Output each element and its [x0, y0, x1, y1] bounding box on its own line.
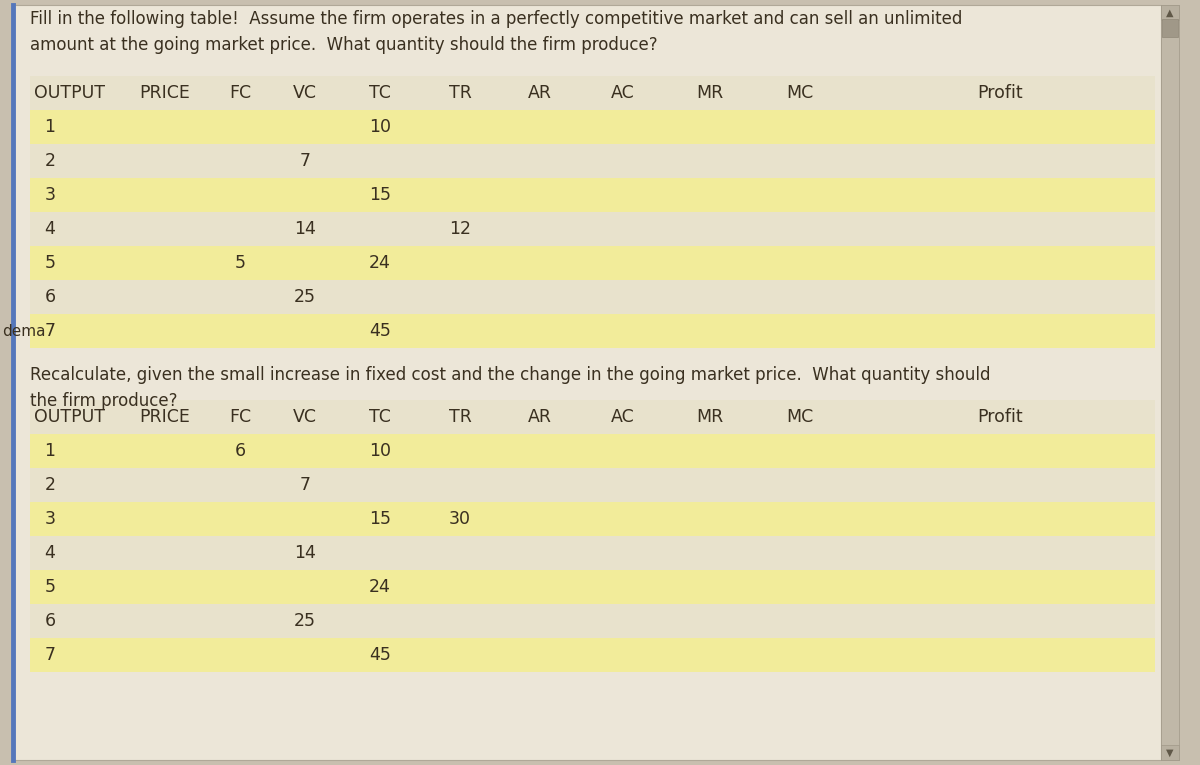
- Text: FC: FC: [229, 84, 251, 102]
- Text: OUTPUT: OUTPUT: [34, 84, 106, 102]
- Text: MR: MR: [696, 84, 724, 102]
- Text: AR: AR: [528, 408, 552, 426]
- Bar: [1162, 5, 1178, 20]
- Text: 24: 24: [370, 578, 391, 596]
- Bar: [30, 280, 1154, 314]
- Text: MR: MR: [696, 408, 724, 426]
- Text: 6: 6: [44, 288, 55, 306]
- Text: 5: 5: [44, 578, 55, 596]
- Text: FC: FC: [229, 408, 251, 426]
- Text: 5: 5: [234, 254, 246, 272]
- Text: 15: 15: [370, 510, 391, 528]
- Text: VC: VC: [293, 84, 317, 102]
- Text: 1: 1: [44, 118, 55, 136]
- Bar: [30, 434, 1154, 468]
- Text: OUTPUT: OUTPUT: [34, 408, 106, 426]
- Text: 24: 24: [370, 254, 391, 272]
- Bar: [30, 638, 1154, 672]
- Text: VC: VC: [293, 408, 317, 426]
- Bar: [30, 502, 1154, 536]
- Text: 25: 25: [294, 612, 316, 630]
- Bar: [30, 246, 1154, 280]
- Text: TR: TR: [449, 408, 472, 426]
- Text: 12: 12: [449, 220, 470, 238]
- Text: 4: 4: [44, 544, 55, 562]
- Bar: [1162, 5, 1178, 760]
- Text: 3: 3: [44, 510, 55, 528]
- Text: 45: 45: [370, 646, 391, 664]
- Text: 10: 10: [370, 442, 391, 460]
- Text: 30: 30: [449, 510, 470, 528]
- Text: 7: 7: [44, 646, 55, 664]
- Text: Fill in the following table!  Assume the firm operates in a perfectly competitiv: Fill in the following table! Assume the …: [30, 10, 962, 54]
- Bar: [1162, 19, 1178, 37]
- Bar: [30, 604, 1154, 638]
- Bar: [30, 400, 1154, 434]
- Text: 2: 2: [44, 476, 55, 494]
- Text: 2: 2: [44, 152, 55, 170]
- Text: 25: 25: [294, 288, 316, 306]
- Text: MC: MC: [786, 84, 814, 102]
- Text: 10: 10: [370, 118, 391, 136]
- Text: TR: TR: [449, 84, 472, 102]
- Text: MC: MC: [786, 408, 814, 426]
- Text: 14: 14: [294, 220, 316, 238]
- Text: AC: AC: [611, 84, 635, 102]
- Text: ▼: ▼: [1166, 748, 1174, 758]
- Bar: [30, 536, 1154, 570]
- Bar: [30, 570, 1154, 604]
- Text: Profit: Profit: [977, 408, 1022, 426]
- Text: PRICE: PRICE: [139, 84, 191, 102]
- Bar: [30, 314, 1154, 348]
- Text: ▲: ▲: [1166, 8, 1174, 18]
- Text: 7: 7: [300, 476, 311, 494]
- Text: AR: AR: [528, 84, 552, 102]
- Text: 3: 3: [44, 186, 55, 204]
- Text: 7: 7: [300, 152, 311, 170]
- Text: 4: 4: [44, 220, 55, 238]
- Bar: [30, 468, 1154, 502]
- Bar: [30, 110, 1154, 144]
- Text: Profit: Profit: [977, 84, 1022, 102]
- Text: dema: dema: [2, 324, 46, 338]
- Bar: [1162, 745, 1178, 760]
- Text: 1: 1: [44, 442, 55, 460]
- Bar: [30, 144, 1154, 178]
- Text: PRICE: PRICE: [139, 408, 191, 426]
- Bar: [30, 76, 1154, 110]
- Text: 6: 6: [234, 442, 246, 460]
- Bar: [30, 212, 1154, 246]
- Text: TC: TC: [370, 84, 391, 102]
- Text: 14: 14: [294, 544, 316, 562]
- Bar: [30, 178, 1154, 212]
- Text: AC: AC: [611, 408, 635, 426]
- Text: 15: 15: [370, 186, 391, 204]
- Text: 6: 6: [44, 612, 55, 630]
- Text: 45: 45: [370, 322, 391, 340]
- Text: TC: TC: [370, 408, 391, 426]
- Text: Recalculate, given the small increase in fixed cost and the change in the going : Recalculate, given the small increase in…: [30, 366, 990, 410]
- Text: 7: 7: [44, 322, 55, 340]
- Text: 5: 5: [44, 254, 55, 272]
